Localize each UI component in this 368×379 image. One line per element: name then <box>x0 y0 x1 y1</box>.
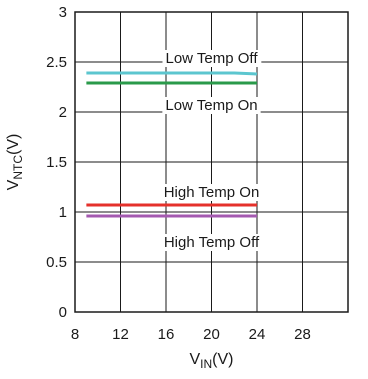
annotation-low-temp-off: Low Temp Off <box>166 50 259 67</box>
x-axis-label-main: V <box>190 351 201 368</box>
annotation-background <box>160 234 263 251</box>
y-tick-label: 0 <box>59 304 67 321</box>
y-axis-label-sub: NTC <box>11 155 25 180</box>
x-tick-label: 28 <box>294 326 311 343</box>
x-tick-label: 24 <box>249 326 266 343</box>
y-tick-label: 1 <box>59 204 67 221</box>
y-axis-label-main: V <box>5 179 22 190</box>
annotation-high-temp-on: High Temp On <box>164 184 260 201</box>
annotation-low-temp-on: Low Temp On <box>165 97 257 114</box>
series-lines <box>86 71 258 218</box>
x-tick-label: 16 <box>158 326 175 343</box>
x-axis-label-sub: IN <box>200 357 212 371</box>
annotation-background <box>162 97 261 114</box>
annotation-background <box>162 50 262 67</box>
plot-frame <box>74 11 349 313</box>
y-tick-label: 1.5 <box>46 154 67 171</box>
x-axis-label: VIN(V) <box>190 351 234 371</box>
y-tick-label: 0.5 <box>46 254 67 271</box>
x-tick-label: 12 <box>112 326 129 343</box>
annotation-high-temp-off: High Temp Off <box>164 234 260 251</box>
y-axis-label: VNTC(V) <box>5 134 25 191</box>
x-tick-label: 8 <box>71 326 79 343</box>
series-annotations: Low Temp Off Low Temp On High Temp On High … <box>160 50 263 251</box>
x-axis-label-unit: (V) <box>212 351 233 368</box>
y-tick-label: 2 <box>59 104 67 121</box>
x-tick-label: 20 <box>203 326 220 343</box>
tick-labels: 8 12 16 20 24 28 0 0.5 1 1.5 2 2.5 3 <box>46 4 311 343</box>
y-tick-label: 2.5 <box>46 54 67 71</box>
y-tick-label: 3 <box>59 4 67 21</box>
annotation-background <box>160 184 263 201</box>
y-axis-label-unit: (V) <box>5 134 22 155</box>
series-line-low-temp-off <box>86 71 258 76</box>
